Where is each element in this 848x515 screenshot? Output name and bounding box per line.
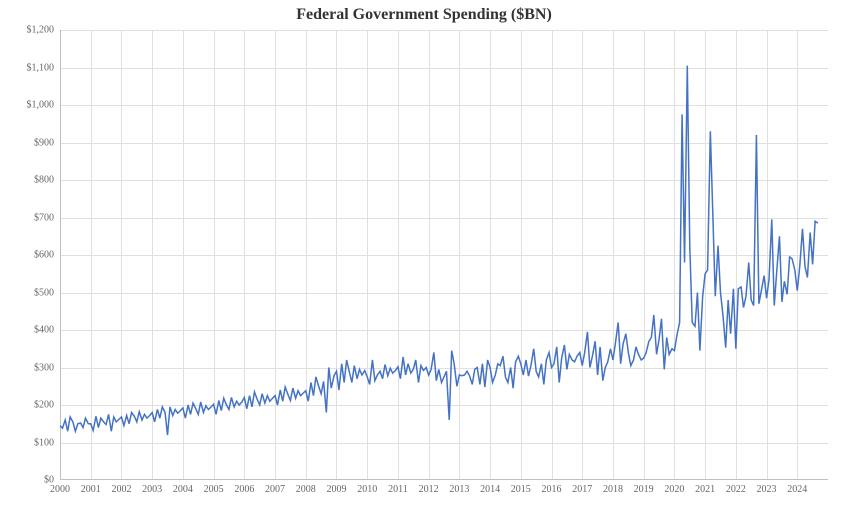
x-tick-label: 2001 [81, 480, 101, 495]
chart-title: Federal Government Spending ($BN) [0, 6, 848, 24]
x-tick-label: 2005 [204, 480, 224, 495]
x-tick-label: 2008 [296, 480, 316, 495]
y-tick-label: $200 [34, 400, 60, 411]
y-tick-label: $500 [34, 287, 60, 298]
x-tick-label: 2000 [50, 480, 70, 495]
chart-svg [60, 30, 828, 480]
x-tick-label: 2012 [419, 480, 439, 495]
x-tick-label: 2013 [449, 480, 469, 495]
x-tick-label: 2007 [265, 480, 285, 495]
x-tick-label: 2018 [603, 480, 623, 495]
x-tick-label: 2002 [111, 480, 131, 495]
y-tick-label: $400 [34, 325, 60, 336]
y-tick-label: $800 [34, 175, 60, 186]
y-tick-label: $600 [34, 250, 60, 261]
x-tick-label: 2010 [357, 480, 377, 495]
y-tick-label: $1,200 [27, 25, 61, 36]
x-tick-label: 2009 [326, 480, 346, 495]
x-tick-label: 2003 [142, 480, 162, 495]
series-line-spending [60, 66, 818, 435]
x-tick-label: 2023 [757, 480, 777, 495]
y-tick-label: $100 [34, 437, 60, 448]
x-tick-label: 2017 [572, 480, 592, 495]
y-tick-label: $700 [34, 212, 60, 223]
x-tick-label: 2015 [511, 480, 531, 495]
y-tick-label: $1,000 [27, 100, 61, 111]
x-tick-label: 2006 [234, 480, 254, 495]
x-tick-label: 2020 [664, 480, 684, 495]
x-tick-label: 2024 [787, 480, 807, 495]
y-tick-label: $1,100 [27, 62, 61, 73]
y-tick-label: $300 [34, 362, 60, 373]
x-tick-label: 2004 [173, 480, 193, 495]
x-tick-label: 2019 [634, 480, 654, 495]
chart-plot-area: $0$100$200$300$400$500$600$700$800$900$1… [60, 30, 828, 480]
y-tick-label: $900 [34, 137, 60, 148]
x-tick-label: 2011 [388, 480, 408, 495]
x-tick-label: 2021 [695, 480, 715, 495]
x-tick-label: 2016 [542, 480, 562, 495]
x-tick-label: 2014 [480, 480, 500, 495]
x-tick-label: 2022 [726, 480, 746, 495]
